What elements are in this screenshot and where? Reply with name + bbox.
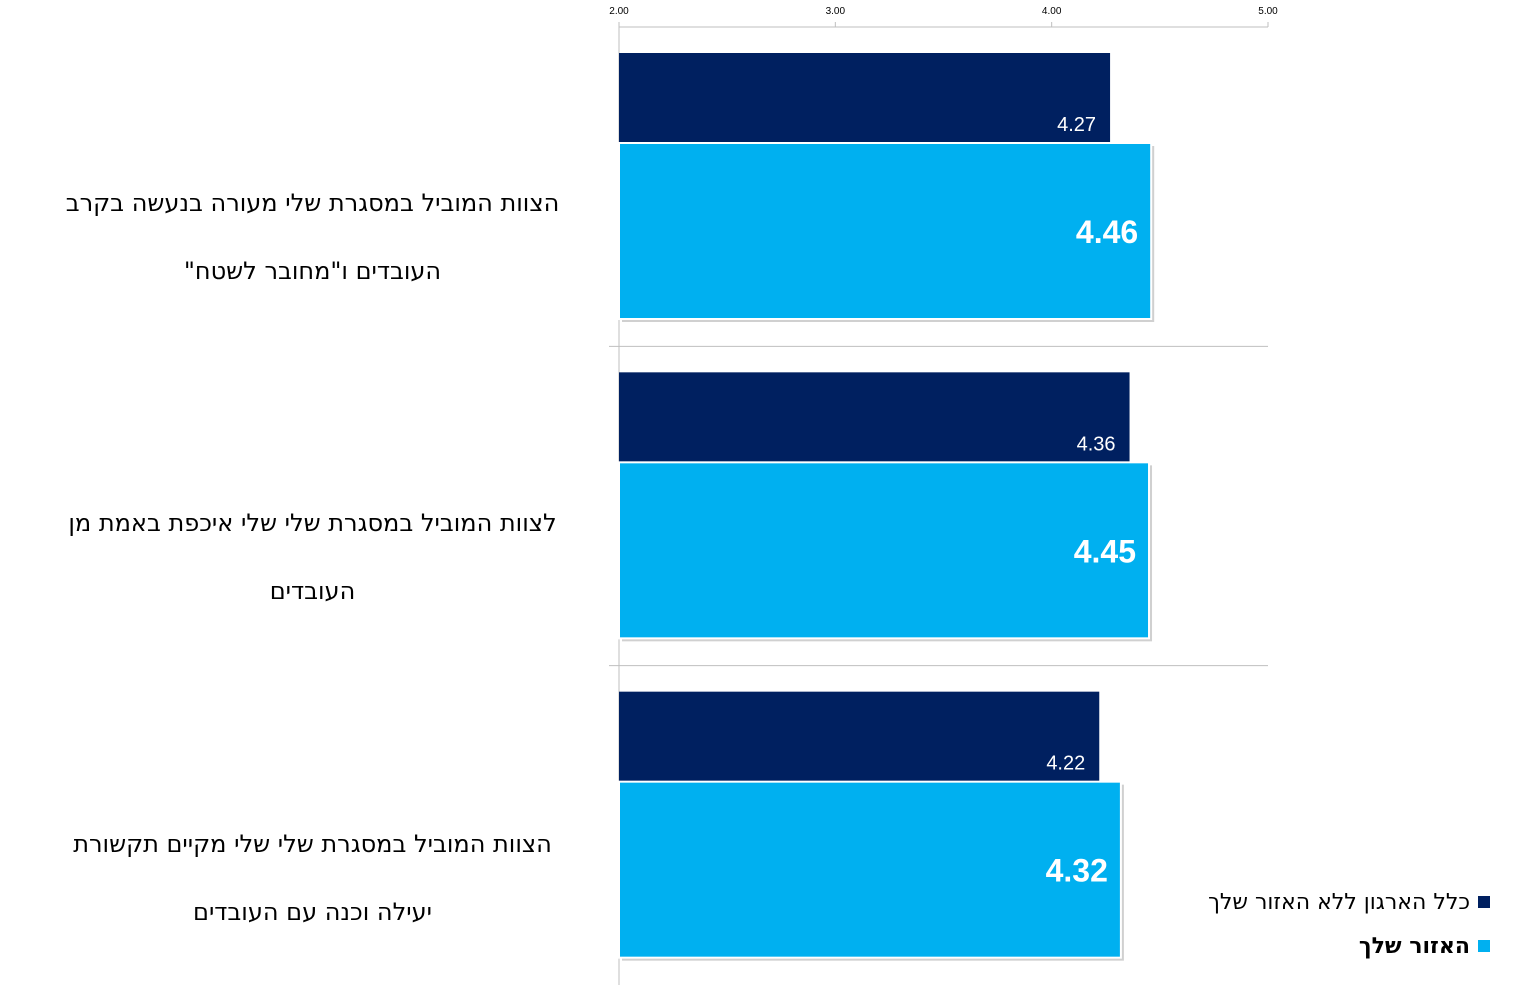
category-label-1-line-1: הצוות המוביל במסגרת שלי מעורה בנעשה בקרב — [65, 189, 560, 217]
legend-swatch-region — [1478, 940, 1490, 952]
category-label-3-line-2: יעילה וכנה עם העובדים — [193, 898, 432, 926]
bar-org — [619, 372, 1130, 463]
category-label-2-line-1: לצוות המוביל במסגרת שלי שלי איכפת באמת מ… — [68, 509, 557, 537]
legend-item-region: האזור שלך — [1170, 924, 1490, 968]
legend-swatch-org — [1478, 896, 1490, 908]
x-tick-label: 3.00 — [826, 6, 846, 17]
x-tick-label: 2.00 — [609, 6, 629, 17]
legend-item-org: כלל הארגון ללא האזור שלך — [1170, 880, 1490, 924]
bar-region-value-label: 4.45 — [1074, 533, 1136, 569]
x-tick-label: 5.00 — [1258, 6, 1278, 17]
x-tick-label: 4.00 — [1042, 6, 1062, 17]
bar-org — [619, 53, 1111, 143]
bar-region-value-label: 4.32 — [1046, 853, 1108, 889]
legend: כלל הארגון ללא האזור שלך האזור שלך — [1170, 880, 1490, 968]
category-label-2: לצוות המוביל במסגרת שלי שלי איכפת באמת מ… — [30, 472, 595, 608]
bar-region — [618, 142, 1153, 320]
category-label-1: הצוות המוביל במסגרת שלי מעורה בנעשה בקרב… — [30, 152, 595, 288]
category-label-2-line-2: העובדים — [269, 577, 356, 605]
bar-region-value-label: 4.46 — [1076, 214, 1138, 250]
legend-label-org: כלל הארגון ללא האזור שלך — [1208, 889, 1470, 915]
category-label-1-line-2: העובדים ו"מחובר לשטח" — [183, 257, 442, 285]
category-label-3-line-1: הצוות המוביל במסגרת שלי שלי מקיים תקשורת — [73, 830, 552, 858]
category-label-3: הצוות המוביל במסגרת שלי שלי מקיים תקשורת… — [30, 793, 595, 929]
bar-org — [619, 691, 1100, 782]
bar-region — [618, 461, 1151, 640]
bar-org-value-label: 4.22 — [1046, 753, 1085, 775]
legend-label-region: האזור שלך — [1358, 933, 1470, 959]
bar-org-value-label: 4.36 — [1077, 433, 1116, 455]
bar-org-value-label: 4.27 — [1057, 114, 1096, 136]
bar-region — [618, 780, 1122, 959]
